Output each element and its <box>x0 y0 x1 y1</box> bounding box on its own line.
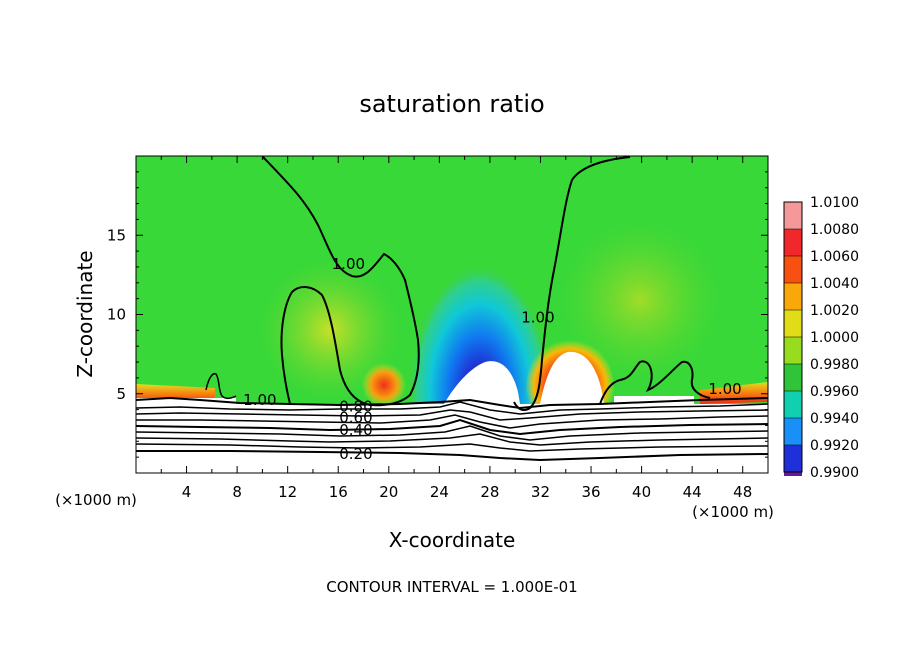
contour-line <box>205 372 237 400</box>
x-axis-units-right: (×1000 m) <box>692 503 774 521</box>
x-tick-label: 20 <box>379 483 398 501</box>
chart-title: saturation ratio <box>359 90 544 118</box>
x-tick-label: 8 <box>232 483 242 501</box>
contour-lines <box>136 156 768 462</box>
contour-label: 0.40 <box>339 421 372 439</box>
colorbar-level-label: 0.9920 <box>810 438 859 454</box>
contour-line <box>136 396 768 410</box>
colorbar-level-label: 1.0060 <box>810 249 859 265</box>
contour-label: 0.80 <box>339 397 372 415</box>
contour-line <box>136 401 768 415</box>
colorbar-level-label: 0.9980 <box>810 357 859 373</box>
colorbar-segment <box>784 202 802 229</box>
contour-interval-note: CONTOUR INTERVAL = 1.000E-01 <box>326 578 577 596</box>
saturation-field <box>136 156 768 473</box>
colorbar-segment <box>784 472 802 476</box>
colorbar-frame <box>783 201 803 473</box>
x-tick-label: 32 <box>531 483 550 501</box>
colorbar-segment <box>784 310 802 337</box>
colorbar-segment <box>784 391 802 418</box>
contour-line <box>136 425 768 441</box>
contour-label: 1.00 <box>243 391 276 409</box>
contour-label: 0.60 <box>339 409 372 427</box>
x-tick-label: 12 <box>278 483 297 501</box>
contour-line <box>136 443 768 452</box>
colorbar-segment <box>784 229 802 256</box>
x-axis-ticks: 4 8 12 16 20 24 28 32 36 40 44 48 <box>160 156 752 501</box>
y-tick-label: 15 <box>107 226 126 244</box>
colorbar-level-label: 0.9940 <box>810 411 859 427</box>
dry-patch-right <box>614 396 694 405</box>
contour-line <box>136 450 768 462</box>
dry-region-center <box>444 361 520 404</box>
x-tick-label: 48 <box>733 483 752 501</box>
colorbar-segment <box>784 283 802 310</box>
contour-line <box>513 156 631 411</box>
contour-line <box>136 409 768 421</box>
colorbar-level-label: 1.0100 <box>810 195 859 211</box>
contour-line <box>262 156 420 407</box>
contour-label: 1.00 <box>332 255 365 273</box>
colorbar-level-label: 1.0020 <box>810 303 859 319</box>
contour-line <box>599 360 711 405</box>
y-tick-label: 10 <box>107 306 126 324</box>
contour-label: 1.00 <box>521 309 554 327</box>
colorbar-level-label: 1.0040 <box>810 276 859 292</box>
colorbar-level-label: 0.9960 <box>810 384 859 400</box>
x-tick-label: 24 <box>430 483 449 501</box>
dry-patch-left <box>136 398 236 406</box>
colorbar-segment <box>784 418 802 445</box>
colorbar-segment <box>784 337 802 364</box>
colorbar-segment <box>784 256 802 283</box>
colorbar-level-label: 1.0000 <box>810 330 859 346</box>
contour-line <box>136 418 768 436</box>
x-tick-label: 36 <box>581 483 600 501</box>
x-axis-units-left: (×1000 m) <box>55 491 137 509</box>
colorbar-segment <box>784 445 802 472</box>
y-axis-label: Z-coordinate <box>73 250 97 377</box>
contour-line <box>136 414 768 429</box>
x-tick-label: 28 <box>480 483 499 501</box>
y-axis-ticks: 5 10 15 <box>107 171 768 458</box>
x-tick-label: 44 <box>683 483 702 501</box>
dry-region-right <box>540 351 604 404</box>
x-tick-label: 16 <box>329 483 348 501</box>
colorbar: 1.0100 1.0080 1.0060 1.0040 1.0020 1.0000 0.99… <box>783 195 859 481</box>
contour-label: 0.20 <box>339 445 372 463</box>
contour-line <box>136 433 768 446</box>
x-tick-label: 40 <box>632 483 651 501</box>
colorbar-level-label: 0.9900 <box>810 465 859 481</box>
contour-labels: 1.00 1.00 1.00 1.00 0.800.600.40 0.20 <box>243 255 742 463</box>
y-tick-label: 5 <box>116 385 126 403</box>
contour-label: 1.00 <box>708 380 741 398</box>
x-axis-label: X-coordinate <box>389 528 516 552</box>
colorbar-level-label: 1.0080 <box>810 222 859 238</box>
colorbar-segment <box>784 364 802 391</box>
x-tick-label: 4 <box>182 483 192 501</box>
supersaturated-core-small <box>362 356 406 416</box>
